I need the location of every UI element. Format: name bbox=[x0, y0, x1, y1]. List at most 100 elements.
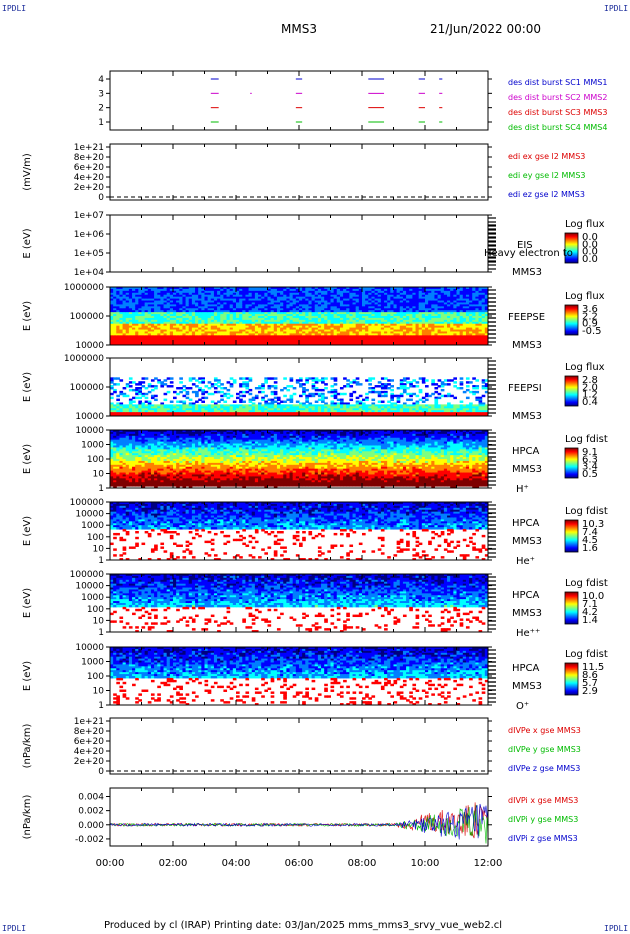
colorbar-value: 3.4 bbox=[582, 462, 598, 473]
y-axis-title: E (eV) bbox=[22, 372, 33, 402]
y-tick-label: 1e+21 bbox=[74, 717, 104, 727]
colorbar-value: -0.5 bbox=[582, 326, 602, 337]
instrument-label: EIS bbox=[517, 240, 533, 251]
colorbar-value: 0.0 bbox=[582, 247, 598, 258]
y-tick-label: 10 bbox=[93, 616, 105, 626]
colorbar-value: 0.0 bbox=[582, 254, 598, 265]
y-tick-label: 8e+20 bbox=[74, 153, 105, 163]
corner-label-top-right: IPDLI bbox=[604, 4, 629, 13]
y-tick-label: 2e+20 bbox=[74, 183, 105, 193]
spacecraft-label: MMS3 bbox=[512, 267, 542, 278]
y-tick-label: 0.000 bbox=[78, 821, 104, 831]
panel-6 bbox=[106, 429, 579, 489]
x-tick-label: 06:00 bbox=[285, 858, 314, 869]
legend-entry: dIVPe x gse MMS3 bbox=[508, 726, 581, 735]
panel-4 bbox=[106, 286, 579, 346]
y-axis-title: E (eV) bbox=[22, 588, 33, 618]
y-tick-label: 3 bbox=[98, 89, 104, 99]
legend-entry: edi ex gse l2 MMS3 bbox=[508, 152, 585, 161]
x-tick-label: 12:00 bbox=[474, 858, 503, 869]
legend-entry: des dist burst SC1 MMS1 bbox=[508, 78, 607, 87]
legend-entry: dIVPi z gse MMS3 bbox=[508, 834, 578, 843]
y-tick-label: 1000 bbox=[81, 658, 104, 668]
x-tick-label: 00:00 bbox=[96, 858, 125, 869]
colorbar-title: Log flux bbox=[565, 219, 605, 230]
panel-frame bbox=[109, 717, 489, 775]
y-tick-label: 100 bbox=[87, 455, 104, 465]
instrument-label: HPCA bbox=[512, 590, 540, 601]
colorbar-value: 2.9 bbox=[582, 686, 598, 697]
legend-entry: edi ey gse l2 MMS3 bbox=[508, 171, 586, 180]
panel-frame bbox=[109, 787, 489, 847]
colorbar-value: 7.1 bbox=[582, 599, 598, 610]
footer-credits: Produced by cl (IRAP) Printing date: 03/… bbox=[104, 920, 503, 931]
colorbar-value: 10.0 bbox=[582, 591, 604, 602]
colorbar-value: 8.6 bbox=[582, 670, 598, 681]
spacecraft-title: MMS3 bbox=[281, 22, 317, 36]
y-tick-label: 100000 bbox=[70, 312, 105, 322]
y-tick-label: 1000000 bbox=[64, 283, 104, 293]
legend-entry: edi ez gse l2 MMS3 bbox=[508, 190, 585, 199]
y-axis-title: E (eV) bbox=[22, 444, 33, 474]
colorbar-value: 1.2 bbox=[582, 390, 598, 401]
colorbar-value: 1.4 bbox=[582, 615, 598, 626]
legend-entry: dIVPe y gse MMS3 bbox=[508, 745, 581, 754]
y-tick-label: 10000 bbox=[75, 582, 104, 592]
y-tick-label: 10000 bbox=[75, 643, 104, 653]
species-label: He⁺⁺ bbox=[516, 628, 540, 639]
y-axis-title: E (eV) bbox=[22, 301, 33, 331]
species-label: O⁺ bbox=[516, 701, 529, 712]
corner-label-bottom-left: IPDLI bbox=[2, 924, 27, 933]
corner-label-bottom-right: IPDLI bbox=[604, 924, 629, 933]
instrument-label: HPCA bbox=[512, 518, 540, 529]
species-label: H⁺ bbox=[516, 484, 529, 495]
y-axis-title: (nPa/km) bbox=[22, 724, 33, 769]
y-tick-label: 1 bbox=[98, 628, 104, 638]
panel-5 bbox=[106, 357, 579, 417]
y-tick-label: 1e+05 bbox=[74, 249, 104, 259]
y-axis-title: (nPa/km) bbox=[22, 795, 33, 840]
y-tick-label: 2 bbox=[98, 104, 104, 114]
instrument-label: HPCA bbox=[512, 663, 540, 674]
instrument-label: FEEPSI bbox=[508, 383, 542, 394]
y-tick-label: 10000 bbox=[75, 341, 104, 351]
y-tick-label: 100 bbox=[87, 672, 104, 682]
colorbar-value: 0.0 bbox=[582, 232, 598, 243]
colorbar-value: 0.4 bbox=[582, 397, 598, 408]
corner-label-top-left: IPDLI bbox=[2, 4, 27, 13]
panel-frame bbox=[109, 214, 489, 273]
colorbar bbox=[564, 447, 579, 479]
colorbar-value: 3.6 bbox=[582, 304, 598, 315]
colorbar-value: 4.2 bbox=[582, 607, 598, 618]
colorbar-value: 0.0 bbox=[582, 239, 598, 250]
colorbar bbox=[564, 519, 579, 553]
panel-frame bbox=[109, 143, 489, 201]
legend-entry: des dist burst SC3 MMS3 bbox=[508, 108, 607, 117]
y-tick-label: 1 bbox=[98, 484, 104, 494]
series-line bbox=[109, 804, 489, 844]
y-tick-label: -0.002 bbox=[75, 835, 104, 845]
y-tick-label: 10 bbox=[93, 687, 105, 697]
species-label: He⁺ bbox=[516, 556, 535, 567]
legend-entry: dIVPi y gse MMS3 bbox=[508, 815, 578, 824]
colorbar-value: 2.8 bbox=[582, 375, 598, 386]
y-tick-label: 4e+20 bbox=[74, 747, 105, 757]
spacecraft-label: MMS3 bbox=[512, 411, 542, 422]
legend-entry: dIVPi x gse MMS3 bbox=[508, 796, 578, 805]
y-tick-label: 100000 bbox=[70, 498, 105, 508]
spacecraft-label: MMS3 bbox=[512, 464, 542, 475]
y-tick-label: 4 bbox=[98, 75, 104, 85]
x-tick-label: 10:00 bbox=[411, 858, 440, 869]
colorbar bbox=[564, 232, 579, 264]
y-tick-label: 1 bbox=[98, 118, 104, 128]
y-axis-title: (mV/m) bbox=[22, 153, 33, 191]
spacecraft-label: MMS3 bbox=[512, 681, 542, 692]
y-tick-label: 10000 bbox=[75, 412, 104, 422]
panel-1 bbox=[106, 70, 492, 131]
instrument-label: HPCA bbox=[512, 446, 540, 457]
legend-entry: dIVPe z gse MMS3 bbox=[508, 764, 580, 773]
y-tick-label: 0.004 bbox=[78, 792, 104, 802]
y-tick-label: 1 bbox=[98, 556, 104, 566]
colorbar bbox=[564, 304, 579, 336]
y-tick-label: 100000 bbox=[70, 383, 105, 393]
